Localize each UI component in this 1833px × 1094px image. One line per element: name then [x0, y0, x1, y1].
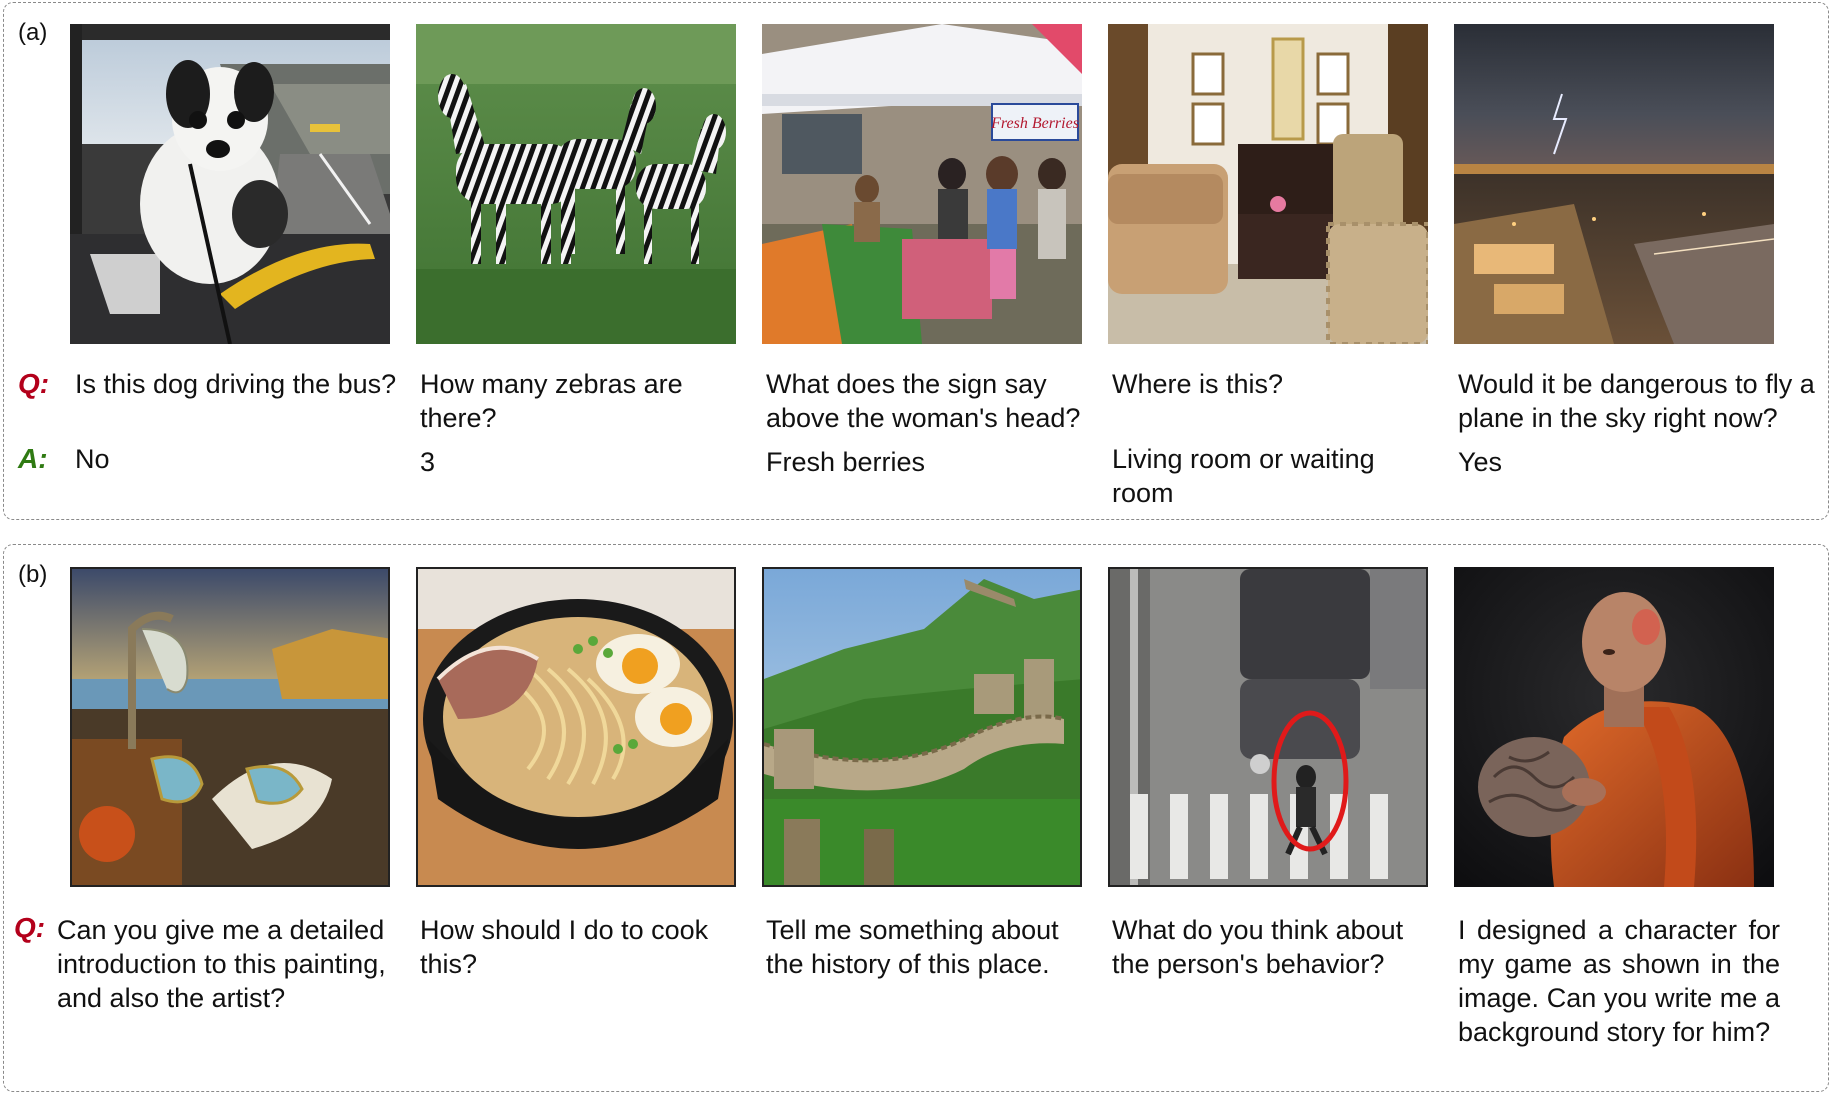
question-b2: How should I do to cook this? [420, 915, 709, 979]
q-prefix-b: Q: [14, 912, 46, 943]
living-room-photo [1108, 24, 1428, 344]
answer-a5: Yes [1458, 447, 1503, 477]
question-a1: Is this dog driving the bus? [75, 369, 397, 399]
question-b5: I designed a character for my game as sh… [1458, 915, 1780, 1047]
question-a5: Would it be dangerous to fly a plane in … [1458, 369, 1815, 433]
zebras-photo [416, 24, 736, 344]
fresh-berries-sign: Fresh Berries [990, 115, 1079, 132]
great-wall-photo [762, 567, 1082, 887]
melting-clocks-painting [70, 567, 390, 887]
question-b3: Tell me something about the history of t… [766, 915, 1059, 979]
monk-character-render [1454, 567, 1774, 887]
panel-b-label: (b) [18, 561, 48, 588]
answer-a1: No [75, 444, 110, 474]
panel-a-label: (a) [18, 19, 48, 46]
question-a3: What does the sign say above the woman's… [766, 369, 1081, 433]
dog-on-bus-photo [70, 24, 390, 344]
crosswalk-cctv-photo [1108, 567, 1428, 887]
market-photo: Fresh Berries [762, 24, 1082, 344]
question-b4: What do you think about the person's beh… [1112, 915, 1404, 979]
answer-a2: 3 [420, 447, 436, 477]
question-a2: How many zebras are there? [420, 369, 683, 433]
answer-a3: Fresh berries [766, 447, 926, 477]
a-prefix-a: A: [18, 443, 48, 474]
panel-a: (a) [3, 2, 1829, 520]
question-b1: Can you give me a detailed introduction … [57, 915, 386, 1013]
question-a4: Where is this? [1112, 369, 1284, 399]
q-prefix-a: Q: [18, 368, 50, 399]
answer-a4: Living room or waiting room [1112, 444, 1375, 508]
airport-storm-photo [1454, 24, 1774, 344]
ramen-bowl-photo [416, 567, 736, 887]
panel-b: (b) [3, 544, 1829, 1092]
